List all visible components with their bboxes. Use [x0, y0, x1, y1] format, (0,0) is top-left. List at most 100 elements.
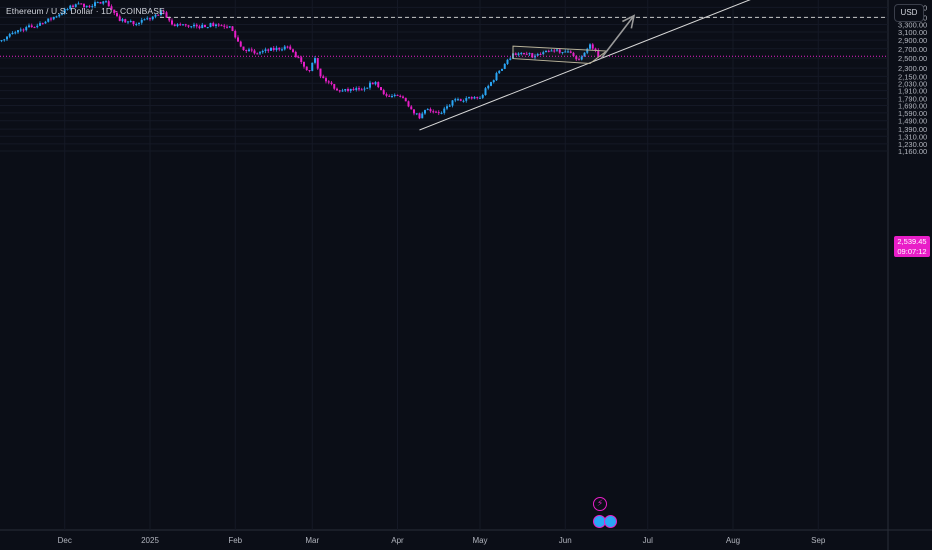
candle-body	[63, 9, 66, 14]
candle-body	[509, 58, 512, 60]
candle-body	[121, 19, 124, 21]
candle-body	[388, 95, 391, 97]
candle-body	[333, 84, 336, 89]
candle-body	[256, 53, 259, 55]
price-tick-label: 2,700.00	[898, 45, 927, 54]
candle-body	[316, 58, 319, 69]
candle-body	[17, 30, 19, 33]
candle-body	[311, 62, 314, 71]
candle-body	[569, 51, 572, 53]
candle-body	[338, 90, 341, 92]
candle-body	[149, 18, 151, 20]
time-axis[interactable]: Dec 2025 Feb Mar Apr May Jun Jul Aug Sep	[58, 536, 826, 545]
candle-body	[294, 51, 297, 58]
time-tick-label: Apr	[391, 536, 404, 545]
currency-selector[interactable]: USD	[894, 4, 924, 22]
candle-body	[303, 62, 305, 67]
candle-body	[286, 46, 289, 48]
candle-body	[72, 5, 74, 7]
candle-body	[402, 96, 404, 98]
candle-body	[105, 1, 107, 3]
drawings	[0, 0, 888, 131]
candle-body	[267, 49, 270, 51]
candle-body	[495, 73, 498, 81]
candle-body	[393, 94, 396, 97]
candle-body	[190, 26, 193, 28]
candle-body	[371, 82, 374, 85]
price-axis[interactable]: 4,600.004,200.003,800.003,500.003,300.00…	[898, 0, 927, 156]
candle-body	[283, 46, 286, 50]
candle-body	[349, 88, 352, 91]
projection-arrow-head	[622, 14, 636, 29]
candle-body	[418, 113, 421, 119]
candle-body	[591, 44, 594, 49]
lightning-icon[interactable]: ⚡	[593, 497, 607, 511]
candle-body	[432, 111, 435, 113]
candle-body	[542, 52, 545, 55]
candle-body	[325, 78, 327, 82]
candle-body	[223, 25, 226, 27]
candle-body	[305, 66, 308, 71]
candle-body	[517, 53, 520, 55]
candle-body	[138, 22, 140, 24]
candle-body	[490, 82, 492, 86]
price-tick-label: 3,300.00	[898, 20, 927, 29]
price-tick-label: 1,230.00	[898, 140, 927, 149]
candle-body	[553, 50, 556, 52]
candle-body	[215, 24, 217, 27]
candle-body	[44, 21, 47, 24]
candle-body	[322, 76, 325, 79]
time-tick-label: Feb	[228, 536, 242, 545]
candle-body	[165, 12, 168, 18]
candle-body	[55, 16, 58, 18]
candle-body	[514, 53, 517, 55]
candle-body	[358, 88, 360, 90]
candle-body	[470, 97, 473, 99]
time-tick-label: Mar	[305, 536, 319, 545]
candle-body	[154, 14, 157, 17]
candle-body	[421, 113, 424, 119]
candle-body	[124, 19, 127, 23]
candle-body	[501, 68, 503, 71]
candle-body	[182, 24, 184, 26]
candle-body	[363, 88, 366, 90]
candle-body	[589, 44, 591, 49]
candle-body	[468, 97, 470, 99]
price-tick-label: 1,590.00	[898, 109, 927, 118]
candle-body	[597, 50, 600, 57]
candle-body	[572, 52, 575, 57]
price-tick-label: 1,910.00	[898, 87, 927, 96]
candle-body	[129, 21, 132, 23]
candle-body	[69, 5, 72, 9]
candle-body	[462, 100, 465, 102]
candle-body	[492, 80, 495, 83]
candle-body	[239, 41, 242, 47]
candle-body	[118, 16, 121, 21]
candle-body	[476, 97, 479, 99]
candle-body	[234, 30, 237, 38]
candle-body	[228, 26, 231, 28]
candle-body	[457, 99, 459, 101]
candle-body	[369, 82, 371, 88]
candle-body	[435, 111, 437, 113]
candle-body	[187, 25, 190, 27]
candle-body	[91, 6, 94, 8]
candle-body	[212, 23, 215, 27]
candle-body	[344, 89, 347, 91]
candle-body	[528, 53, 531, 55]
candle-body	[523, 53, 525, 55]
candle-body	[292, 49, 294, 52]
event-flag-icon[interactable]	[604, 515, 617, 528]
candle-body	[151, 16, 154, 20]
candle-body	[567, 51, 569, 53]
candle-body	[536, 54, 539, 56]
candle-body	[314, 58, 316, 63]
candle-body	[201, 24, 204, 29]
candle-body	[481, 95, 484, 98]
symbol-title[interactable]: Ethereum / U.S. Dollar · 1D · COINBASE	[6, 6, 165, 16]
candle-body	[583, 52, 586, 57]
candle-body	[451, 100, 454, 106]
candle-body	[396, 94, 399, 96]
candle-body	[352, 88, 355, 90]
